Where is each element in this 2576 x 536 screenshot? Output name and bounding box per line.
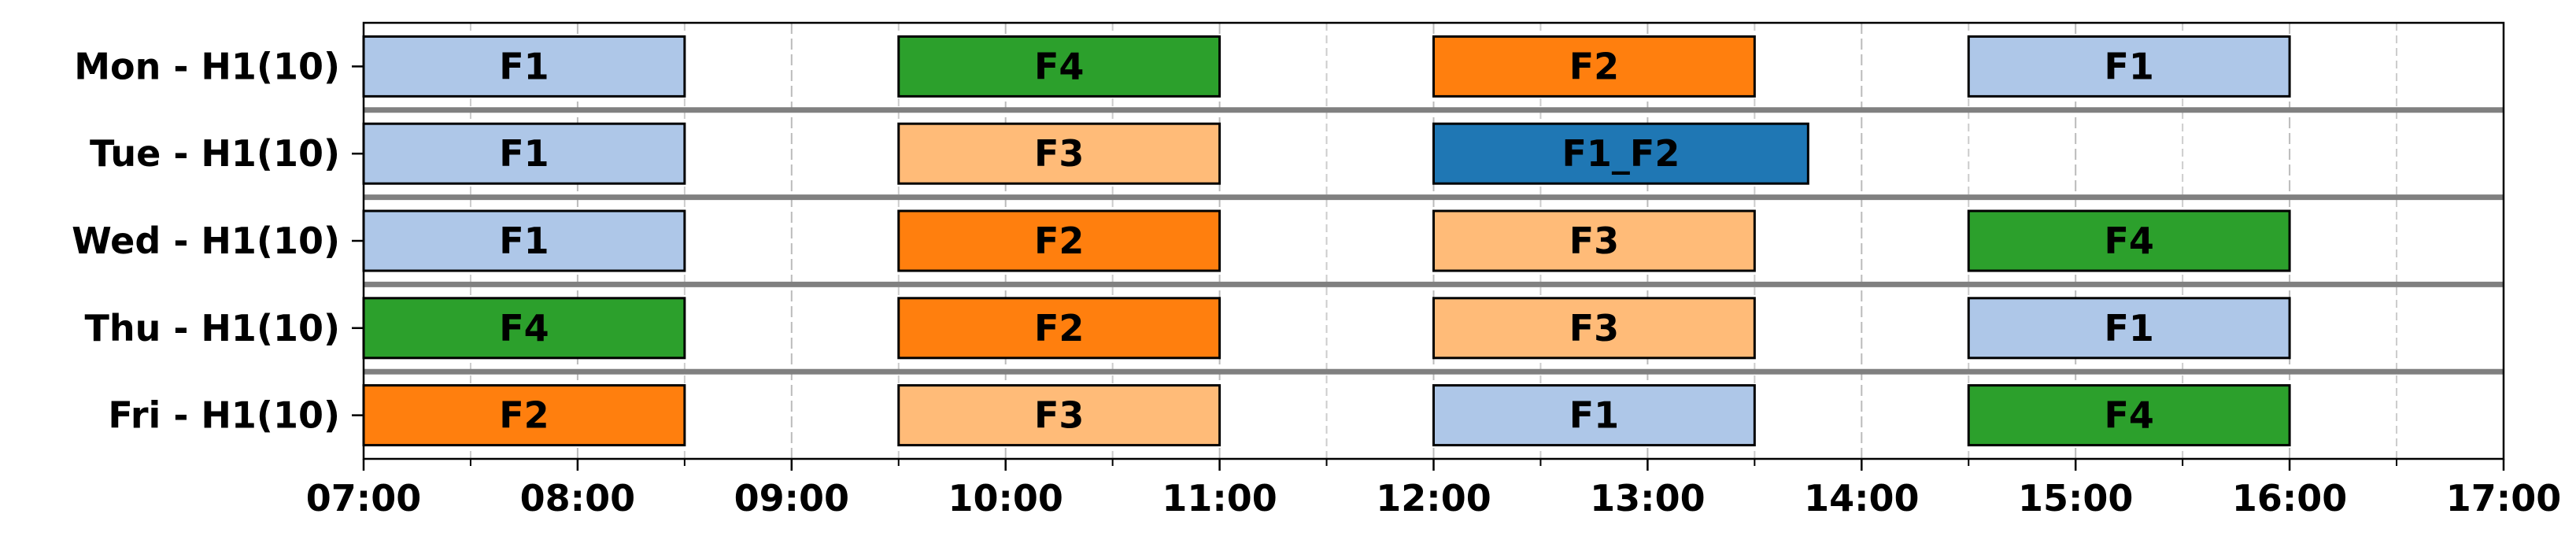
task-bar bbox=[362, 384, 686, 447]
task-label: F1 bbox=[499, 45, 549, 87]
y-tick-label: Mon - H1(10) bbox=[74, 45, 340, 87]
task-bar bbox=[897, 384, 1221, 447]
x-tick-label: 13:00 bbox=[1590, 477, 1705, 519]
x-tick-label: 17:00 bbox=[2446, 477, 2561, 519]
task-label: F1 bbox=[499, 220, 549, 262]
task-bar bbox=[897, 209, 1221, 272]
task-bar bbox=[1432, 122, 1809, 185]
task-bar bbox=[362, 297, 686, 360]
x-tick-label: 09:00 bbox=[734, 477, 849, 519]
task-bar bbox=[897, 297, 1221, 360]
x-tick-label: 07:00 bbox=[306, 477, 421, 519]
task-label: F1 bbox=[1569, 394, 1619, 437]
task-label: F1_F2 bbox=[1561, 132, 1680, 175]
task-label: F2 bbox=[1569, 45, 1619, 87]
x-tick-label: 16:00 bbox=[2232, 477, 2347, 519]
task-bar bbox=[1432, 297, 1756, 360]
task-bar bbox=[1432, 384, 1756, 447]
task-bar bbox=[897, 122, 1221, 185]
task-label: F1 bbox=[2104, 307, 2153, 349]
x-tick-label: 12:00 bbox=[1376, 477, 1491, 519]
task-bar bbox=[897, 35, 1221, 98]
task-label: F2 bbox=[499, 394, 549, 437]
task-bar bbox=[1432, 35, 1756, 98]
task-label: F3 bbox=[1034, 394, 1084, 437]
x-tick-label: 08:00 bbox=[520, 477, 635, 519]
task-bar bbox=[362, 35, 686, 98]
task-label: F4 bbox=[499, 307, 549, 349]
task-label: F2 bbox=[1034, 220, 1084, 262]
task-bar bbox=[1967, 209, 2291, 272]
plot-frame bbox=[362, 21, 2505, 460]
task-label: F4 bbox=[2104, 220, 2153, 262]
y-tick-label: Thu - H1(10) bbox=[84, 307, 340, 349]
task-label: F3 bbox=[1569, 307, 1619, 349]
y-tick-label: Fri - H1(10) bbox=[108, 394, 340, 437]
task-bar bbox=[1967, 35, 2291, 98]
task-bar bbox=[1967, 384, 2291, 447]
task-label: F4 bbox=[1034, 45, 1084, 87]
task-bar bbox=[362, 209, 686, 272]
task-label: F2 bbox=[1034, 307, 1084, 349]
task-label: F3 bbox=[1034, 132, 1084, 175]
x-tick-label: 11:00 bbox=[1162, 477, 1277, 519]
task-bar bbox=[1967, 297, 2291, 360]
x-tick-label: 15:00 bbox=[2018, 477, 2133, 519]
task-label: F4 bbox=[2104, 394, 2153, 437]
task-label: F3 bbox=[1569, 220, 1619, 262]
y-tick-label: Wed - H1(10) bbox=[72, 220, 340, 262]
task-label: F1 bbox=[2104, 45, 2153, 87]
task-bar bbox=[1432, 209, 1756, 272]
x-tick-label: 10:00 bbox=[948, 477, 1063, 519]
task-label: F1 bbox=[499, 132, 549, 175]
y-tick-label: Tue - H1(10) bbox=[90, 132, 340, 175]
x-tick-label: 14:00 bbox=[1804, 477, 1919, 519]
